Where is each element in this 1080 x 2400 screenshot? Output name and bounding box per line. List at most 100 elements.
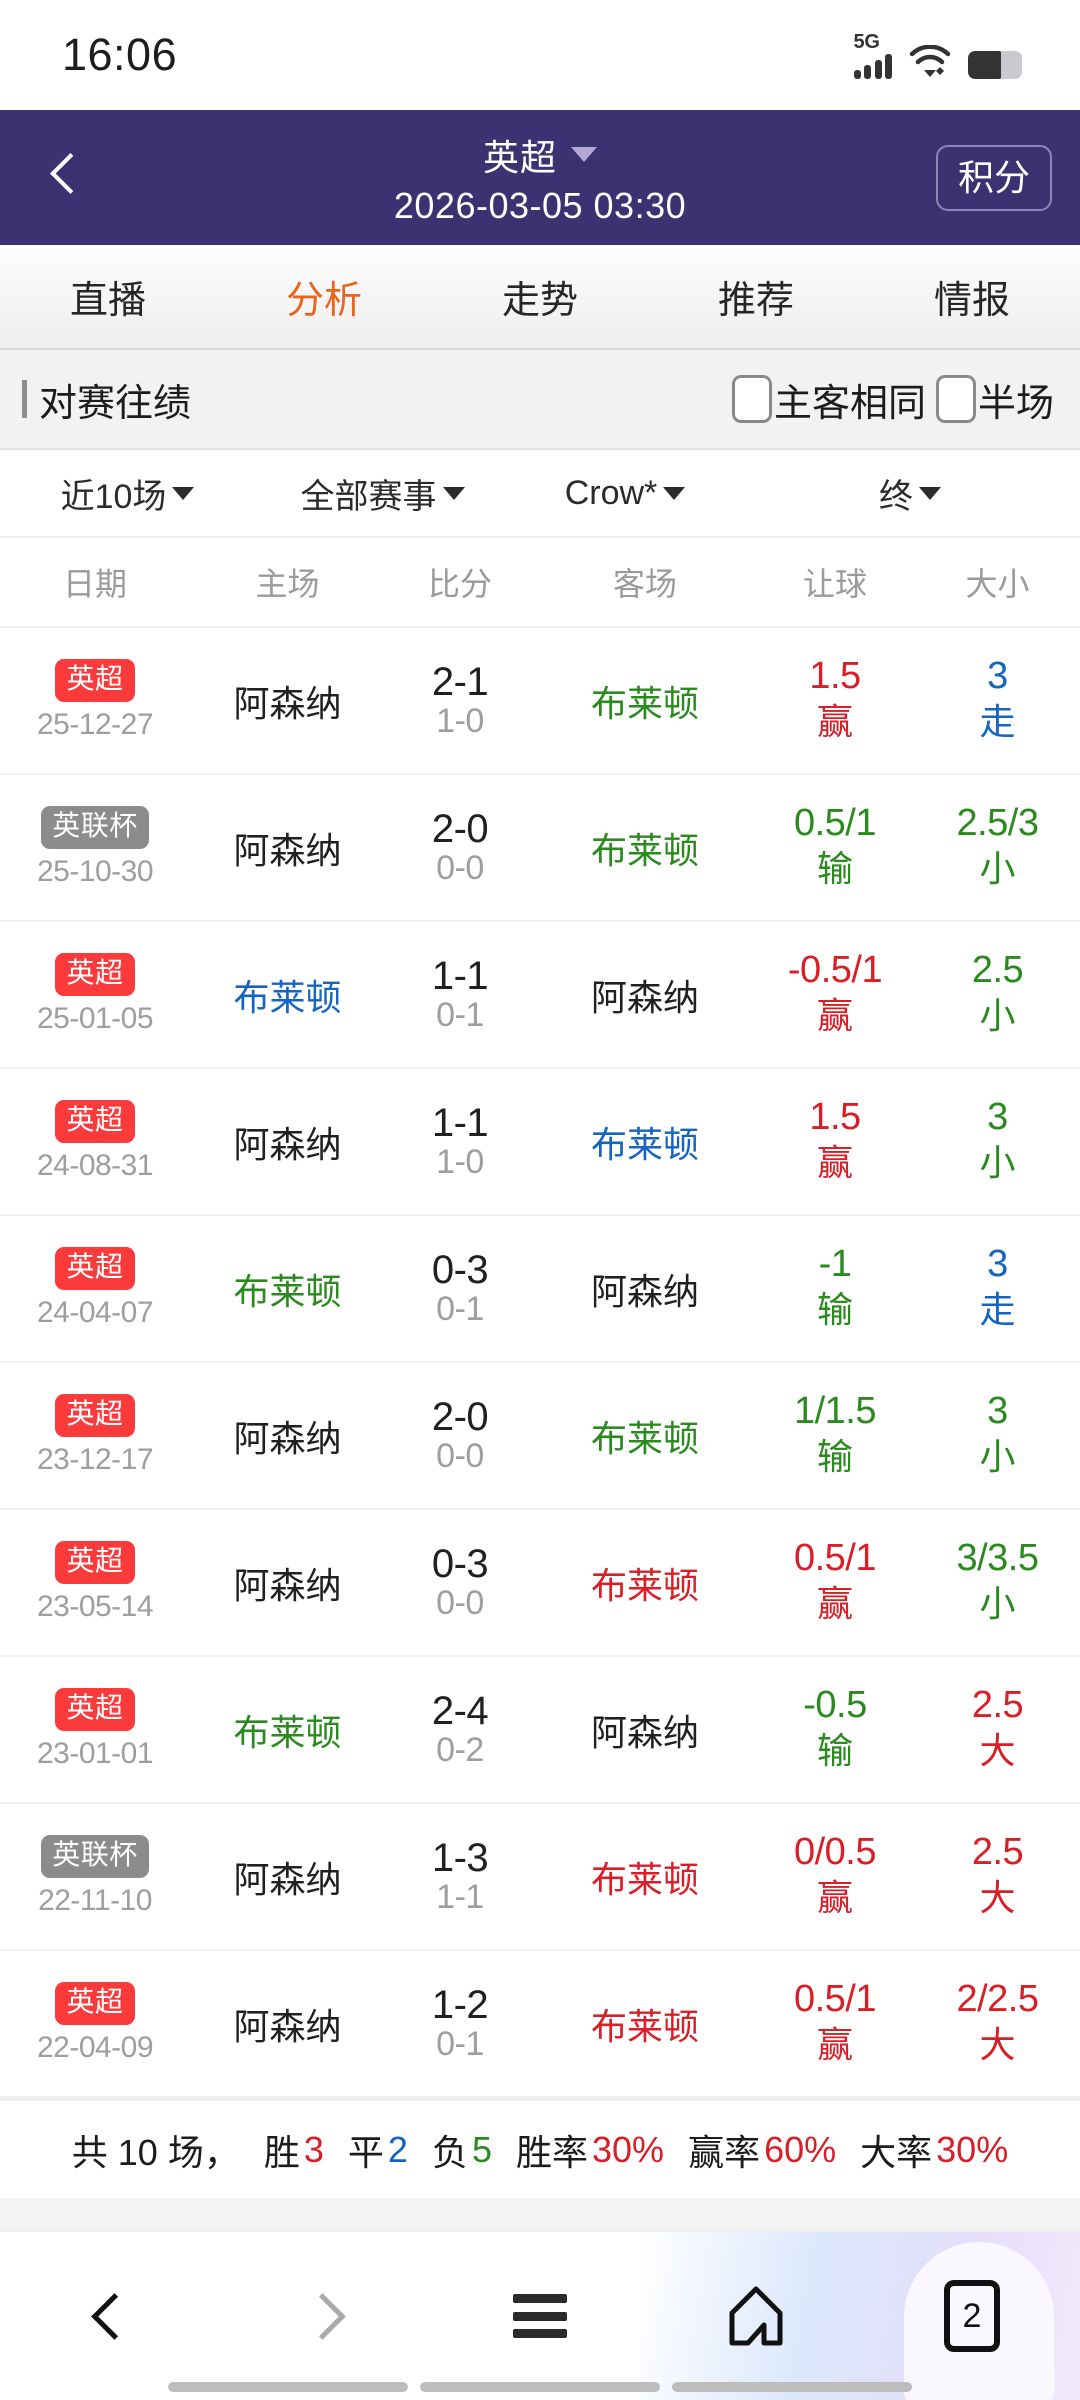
summary-hcprate-label: 赢率	[688, 2131, 761, 2173]
home-team: 阿森纳	[233, 829, 342, 871]
overunder-line: 3	[987, 655, 1008, 698]
cell-overunder: 2.5 小	[915, 949, 1080, 1039]
filter-match-count[interactable]: 近10场	[0, 469, 255, 518]
tab-bar: 直播 分析 走势 推荐 情报	[0, 245, 1080, 350]
cell-date: 英超 24-08-31	[0, 1100, 190, 1182]
handicap-line: -1	[818, 1243, 852, 1286]
league-name: 英超	[482, 136, 557, 178]
tab-trend[interactable]: 走势	[501, 280, 578, 322]
table-row[interactable]: 英超 25-01-05 布莱顿 1-1 0-1 阿森纳 -0.5/1 赢 2.5 小	[0, 922, 1080, 1069]
cell-date: 英联杯 25-10-30	[0, 806, 190, 888]
table-row[interactable]: 英超 24-04-07 布莱顿 0-3 0-1 阿森纳 -1 输 3 走	[0, 1216, 1080, 1363]
checkbox-half-time-label: 半场	[977, 382, 1054, 425]
cell-overunder: 2/2.5 大	[915, 1978, 1080, 2068]
table-row[interactable]: 英联杯 22-11-10 阿森纳 1-3 1-1 布莱顿 0/0.5 赢 2.5 大	[0, 1804, 1080, 1951]
table-row[interactable]: 英超 24-08-31 阿森纳 1-1 1-0 布莱顿 1.5 赢 3 小	[0, 1069, 1080, 1216]
table-row[interactable]: 英超 23-01-01 布莱顿 2-4 0-2 阿森纳 -0.5 输 2.5 大	[0, 1657, 1080, 1804]
tabs-highlight-pill	[904, 2242, 1054, 2400]
away-team: 布莱顿	[590, 1858, 699, 1900]
table-row[interactable]: 英联杯 25-10-30 阿森纳 2-0 0-0 布莱顿 0.5/1 输 2.5/3 小	[0, 775, 1080, 922]
handicap-result: 赢	[816, 2023, 853, 2065]
table-row[interactable]: 英超 25-12-27 阿森纳 2-1 1-0 布莱顿 1.5 赢 3 走	[0, 628, 1080, 775]
handicap-line: -0.5	[803, 1684, 867, 1727]
section-title: 对赛往绩	[39, 382, 192, 425]
table-row[interactable]: 英超 23-05-14 阿森纳 0-3 0-0 布莱顿 0.5/1 赢 3/3.5 小	[0, 1510, 1080, 1657]
competition-badge: 英超	[55, 953, 135, 996]
tab-live[interactable]: 直播	[69, 280, 146, 322]
full-time-score: 1-1	[431, 1100, 489, 1145]
filter-bookmaker[interactable]: Crow*	[510, 474, 740, 513]
home-team: 布莱顿	[233, 1270, 342, 1312]
column-header-handicap: 让球	[802, 566, 867, 602]
network-type-label: 5G	[853, 30, 880, 53]
away-team: 阿森纳	[590, 1270, 699, 1312]
table-row[interactable]: 英超 23-12-17 阿森纳 2-0 0-0 布莱顿 1/1.5 输 3 小	[0, 1363, 1080, 1510]
tab-intel[interactable]: 情报	[933, 280, 1010, 322]
half-time-score: 0-0	[436, 848, 484, 887]
full-time-score: 2-1	[431, 659, 489, 704]
cell-overunder: 3/3.5 小	[915, 1537, 1080, 1627]
filter-odds-stage[interactable]: 终	[740, 469, 1080, 518]
filter-competition[interactable]: 全部赛事	[255, 469, 510, 518]
match-date: 25-01-05	[36, 1001, 154, 1035]
half-time-score: 0-2	[436, 1730, 484, 1769]
table-row[interactable]: 英超 22-04-09 阿森纳 1-2 0-1 布莱顿 0.5/1 赢 2/2.5 大	[0, 1951, 1080, 2098]
cell-score: 1-1 1-0	[385, 1102, 535, 1181]
overunder-result: 小	[979, 1582, 1016, 1624]
cell-score: 2-4 0-2	[385, 1690, 535, 1769]
cell-handicap: 0.5/1 赢	[755, 1537, 915, 1627]
nav-tabs-button[interactable]: 2	[864, 2256, 1080, 2376]
wifi-icon	[909, 44, 951, 79]
overunder-line: 3	[987, 1390, 1008, 1433]
half-time-score: 0-1	[436, 1289, 484, 1328]
cell-date: 英超 25-12-27	[0, 659, 190, 741]
chevron-down-icon	[442, 486, 465, 500]
handicap-line: -0.5/1	[787, 949, 883, 992]
checkbox-box-icon[interactable]	[731, 375, 772, 423]
home-team: 阿森纳	[233, 1564, 342, 1606]
back-button[interactable]	[34, 146, 98, 210]
tab-analysis[interactable]: 分析	[285, 280, 362, 322]
checkbox-box-icon[interactable]	[935, 375, 976, 423]
status-icons: 5G	[853, 30, 1022, 79]
column-header-away: 客场	[612, 566, 677, 602]
tab-recommend[interactable]: 推荐	[717, 280, 794, 322]
overunder-result: 大	[979, 1876, 1016, 1918]
half-time-score: 1-0	[436, 1142, 484, 1181]
competition-badge: 英超	[55, 1688, 135, 1731]
full-time-score: 2-4	[431, 1688, 489, 1733]
handicap-result: 赢	[816, 1876, 853, 1918]
cell-handicap: 0.5/1 赢	[755, 1978, 915, 2068]
handicap-line: 0.5/1	[793, 1537, 877, 1580]
nav-menu-button[interactable]	[432, 2256, 648, 2376]
summary-hcprate-value: 60%	[764, 2128, 837, 2170]
standings-button[interactable]: 积分	[935, 144, 1052, 211]
cell-overunder: 2.5 大	[915, 1831, 1080, 1921]
chevron-down-icon	[663, 486, 686, 500]
summary-loss-label: 负	[431, 2131, 468, 2173]
match-date: 25-12-27	[36, 707, 154, 741]
summary-overrate-label: 大率	[860, 2131, 933, 2173]
app-bar-title-block: 英超 2026-03-05 03:30	[0, 110, 1080, 245]
cell-handicap: 1.5 赢	[755, 1096, 915, 1186]
overunder-result: 走	[979, 1288, 1016, 1330]
nav-home-button[interactable]	[648, 2256, 864, 2376]
status-bar: 16:06 5G	[0, 0, 1080, 110]
cell-handicap: 0.5/1 输	[755, 802, 915, 892]
league-selector[interactable]: 英超	[483, 129, 597, 181]
match-date: 22-11-10	[38, 1883, 152, 1917]
checkbox-same-venue[interactable]: 主客相同	[731, 372, 926, 427]
half-time-score: 0-1	[436, 2024, 484, 2063]
overunder-line: 2/2.5	[956, 1978, 1039, 2021]
competition-badge: 英联杯	[41, 1835, 149, 1878]
nav-forward-button[interactable]	[216, 2256, 432, 2376]
signal-icon: 5G	[853, 30, 892, 79]
match-date: 24-04-07	[36, 1295, 154, 1329]
home-team: 阿森纳	[233, 1123, 342, 1165]
competition-badge: 英超	[55, 659, 135, 702]
nav-back-button[interactable]	[0, 2256, 216, 2376]
chevron-down-icon	[172, 486, 195, 500]
checkbox-half-time[interactable]: 半场	[935, 372, 1054, 427]
